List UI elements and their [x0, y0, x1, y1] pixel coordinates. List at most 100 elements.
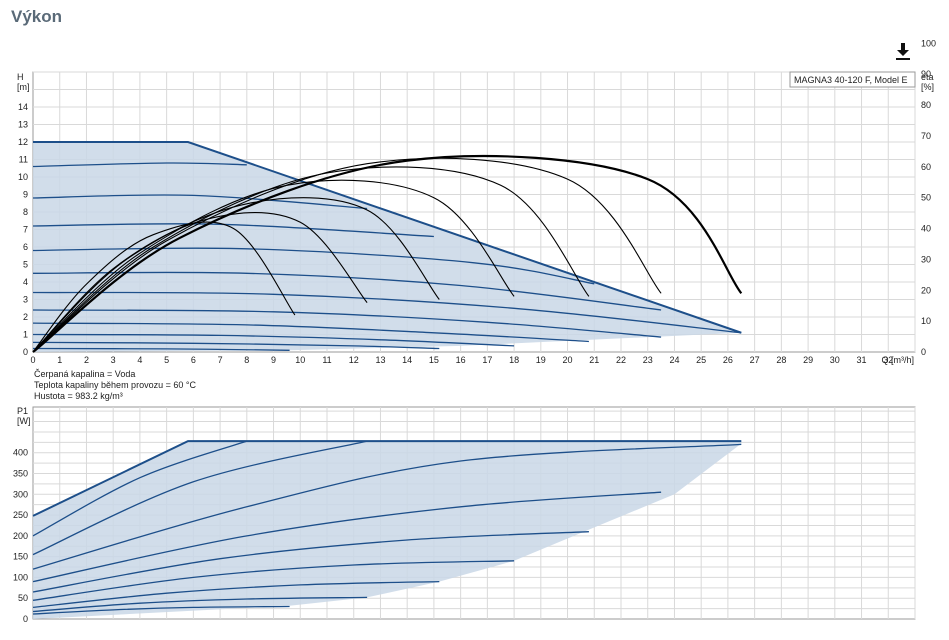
- x-tick-label: 15: [429, 355, 439, 365]
- page-title: Výkon: [11, 7, 63, 26]
- x-tick-label: 18: [509, 355, 519, 365]
- y-tick-label: 11: [19, 155, 28, 165]
- head-curve: [32, 341, 440, 350]
- x-tick-label: 7: [218, 355, 223, 365]
- y-tick-label: 2: [23, 312, 28, 322]
- y-tick-label: 400: [13, 448, 28, 458]
- y-tick-label: 50: [18, 593, 28, 603]
- y-tick-label: 350: [13, 469, 28, 479]
- efficiency-curve: [32, 221, 296, 353]
- power-curve: [32, 580, 440, 609]
- y-tick-label: 1: [23, 330, 28, 340]
- x-tick-label: 29: [803, 355, 813, 365]
- head-curve: [32, 347, 290, 351]
- y-tick-label: 12: [18, 137, 28, 147]
- y-tick-label: 9: [23, 190, 28, 200]
- y2-tick-label: 60: [921, 162, 931, 172]
- efficiency-curve: [32, 157, 662, 353]
- y-tick-label: 14: [18, 102, 28, 112]
- x-tick-label: 32: [883, 355, 893, 365]
- x-tick-label: 19: [536, 355, 546, 365]
- power-curve: [32, 440, 742, 517]
- head-curve: [32, 162, 247, 168]
- y2-tick-label: 30: [921, 254, 931, 264]
- y2-axis-label: [%]: [921, 82, 934, 92]
- y-axis-label: [W]: [17, 416, 31, 426]
- head-curve: [32, 194, 368, 210]
- legend-label: MAGNA3 40-120 F, Model E: [794, 75, 908, 85]
- y2-tick-label: 40: [921, 224, 931, 234]
- y-tick-label: 150: [13, 552, 28, 562]
- power-curve: [32, 605, 290, 615]
- y-tick-label: 300: [13, 489, 28, 499]
- x-tick-label: 2: [84, 355, 89, 365]
- y-tick-label: 13: [18, 120, 28, 130]
- head-curve: [32, 291, 742, 334]
- y2-tick-label: 20: [921, 285, 931, 295]
- x-tick-label: 24: [669, 355, 679, 365]
- head-curve: [32, 223, 434, 238]
- head-curve: [32, 309, 662, 338]
- power-envelope: [33, 441, 742, 619]
- head-curve: [32, 333, 515, 347]
- chart-note: Čerpaná kapalina = Voda: [34, 369, 135, 379]
- x-tick-label: 26: [723, 355, 733, 365]
- download-icon[interactable]: [896, 43, 910, 61]
- y-axis-label: P1: [17, 406, 28, 416]
- y-axis-label: [m]: [17, 82, 30, 92]
- y-tick-label: 0: [23, 614, 28, 624]
- y2-tick-label: 90: [921, 69, 931, 79]
- y-axis-label: H: [17, 72, 24, 82]
- x-tick-label: 20: [563, 355, 573, 365]
- y2-tick-label: 10: [921, 316, 931, 326]
- efficiency-curve: [32, 166, 590, 353]
- y-tick-label: 8: [23, 207, 28, 217]
- x-tick-label: 6: [191, 355, 196, 365]
- x-tick-label: 25: [696, 355, 706, 365]
- x-tick-label: 27: [750, 355, 760, 365]
- y-tick-label: 200: [13, 531, 28, 541]
- y2-tick-label: 80: [921, 100, 931, 110]
- efficiency-curve: [32, 154, 743, 353]
- x-tick-label: 3: [111, 355, 116, 365]
- x-tick-label: 5: [164, 355, 169, 365]
- y-tick-label: 7: [23, 225, 28, 235]
- y-tick-label: 3: [23, 295, 28, 305]
- y-tick-label: 100: [13, 572, 28, 582]
- y-tick-label: 6: [23, 242, 28, 252]
- power-curve: [32, 596, 368, 613]
- legend-box: [789, 71, 916, 88]
- x-tick-label: 17: [482, 355, 492, 365]
- power-curve: [32, 440, 368, 556]
- x-tick-label: 31: [857, 355, 867, 365]
- x-tick-label: 28: [776, 355, 786, 365]
- y2-tick-label: 70: [921, 131, 931, 141]
- x-tick-label: 4: [137, 355, 142, 365]
- y-tick-label: 10: [18, 172, 28, 182]
- max-curve-boundary: [33, 141, 742, 334]
- y2-tick-label: 100: [921, 38, 936, 48]
- y2-tick-label: 0: [921, 347, 926, 357]
- x-tick-label: 12: [349, 355, 359, 365]
- x-tick-label: 21: [589, 355, 599, 365]
- power-curve: [32, 440, 248, 537]
- head-curve: [32, 322, 589, 343]
- y2-tick-label: 50: [921, 193, 931, 203]
- x-tick-label: 13: [375, 355, 385, 365]
- x-tick-label: 8: [244, 355, 249, 365]
- chart-note: Hustota = 983.2 kg/m³: [34, 391, 123, 401]
- power-curve: [32, 531, 589, 593]
- x-tick-label: 14: [402, 355, 412, 365]
- x-tick-label: 9: [271, 355, 276, 365]
- x-tick-label: 1: [57, 355, 62, 365]
- y2-axis-label: eta: [921, 72, 934, 82]
- efficiency-curve: [32, 197, 440, 353]
- power-curve: [32, 443, 742, 570]
- x-tick-label: 23: [643, 355, 653, 365]
- x-tick-label: 30: [830, 355, 840, 365]
- x-tick-label: 11: [322, 355, 331, 365]
- x-axis-label: Q [m³/h]: [881, 355, 914, 365]
- operating-envelope: [33, 142, 742, 352]
- y-tick-label: 4: [23, 277, 28, 287]
